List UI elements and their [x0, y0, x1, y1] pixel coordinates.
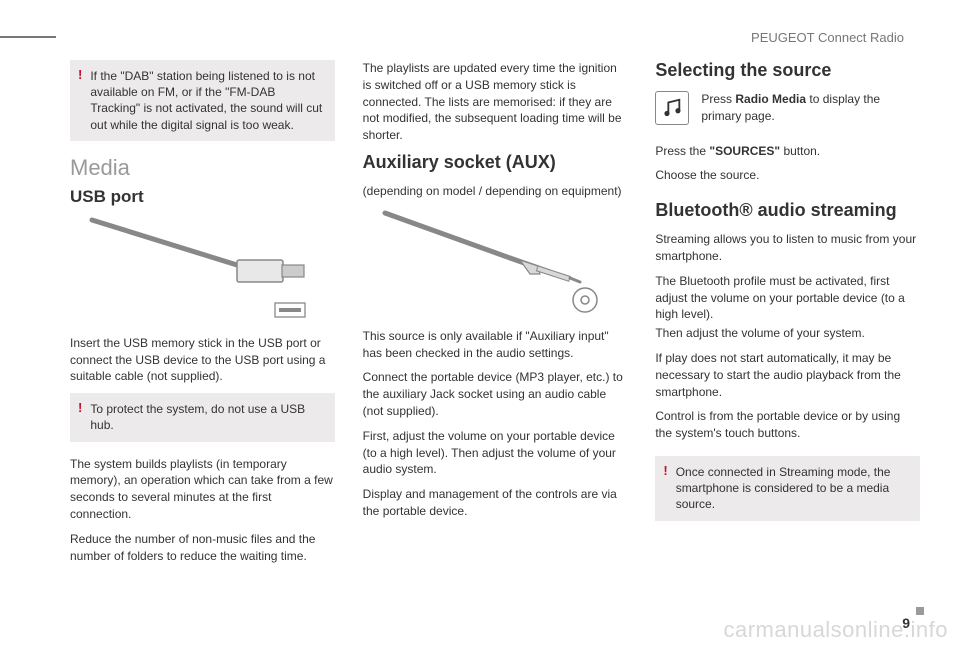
music-note-icon	[655, 91, 689, 125]
columns: ! If the "DAB" station being listened to…	[40, 60, 920, 572]
section-media: Media	[70, 155, 335, 181]
title-selecting-source: Selecting the source	[655, 60, 920, 81]
radio-media-row: Press Radio Media to display the primary…	[655, 91, 920, 133]
column-1: ! If the "DAB" station being listened to…	[40, 60, 335, 572]
sources-pre: Press the	[655, 144, 709, 158]
usb-paragraph-3: Reduce the number of non-music files and…	[70, 531, 335, 565]
warning-icon: !	[663, 464, 667, 513]
header-product-name: PEUGEOT Connect Radio	[751, 30, 904, 45]
aux-subtitle: (depending on model / depending on equip…	[363, 183, 628, 200]
radio-media-text: Press Radio Media to display the primary…	[701, 91, 920, 125]
warning-icon: !	[78, 401, 82, 433]
warning-icon: !	[78, 68, 82, 133]
callout-streaming-text: Once connected in Streaming mode, the sm…	[676, 464, 910, 513]
aux-paragraph-3: First, adjust the volume on your portabl…	[363, 428, 628, 478]
aux-paragraph-2: Connect the portable device (MP3 player,…	[363, 369, 628, 419]
title-aux: Auxiliary socket (AUX)	[363, 152, 628, 173]
callout-dab: ! If the "DAB" station being listened to…	[70, 60, 335, 141]
usb-paragraph-2: The system builds playlists (in temporar…	[70, 456, 335, 523]
bt-paragraph-2b: Then adjust the volume of your system.	[655, 325, 920, 342]
playlist-paragraph: The playlists are updated every time the…	[363, 60, 628, 144]
bt-paragraph-4: Control is from the portable device or b…	[655, 408, 920, 442]
watermark: carmanualsonline.info	[723, 617, 948, 643]
bt-paragraph-2: The Bluetooth profile must be activated,…	[655, 273, 920, 323]
column-3: Selecting the source Press Radio Media t…	[655, 60, 920, 572]
top-rule	[0, 36, 56, 38]
callout-usb-hub: ! To protect the system, do not use a US…	[70, 393, 335, 441]
aux-paragraph-4: Display and management of the controls a…	[363, 486, 628, 520]
radio-media-bold: Radio Media	[735, 92, 806, 106]
title-bluetooth: Bluetooth® audio streaming	[655, 200, 920, 221]
usb-paragraph-1: Insert the USB memory stick in the USB p…	[70, 335, 335, 385]
callout-streaming: ! Once connected in Streaming mode, the …	[655, 456, 920, 521]
aux-paragraph-1: This source is only available if "Auxili…	[363, 328, 628, 362]
aux-illustration	[380, 208, 610, 318]
bt-paragraph-1: Streaming allows you to listen to music …	[655, 231, 920, 265]
callout-usb-hub-text: To protect the system, do not use a USB …	[90, 401, 324, 433]
figure-usb	[70, 215, 335, 325]
column-2: The playlists are updated every time the…	[363, 60, 628, 572]
bt-paragraph-3: If play does not start automatically, it…	[655, 350, 920, 400]
sources-post: button.	[780, 144, 820, 158]
callout-dab-text: If the "DAB" station being listened to i…	[90, 68, 324, 133]
usb-illustration	[87, 215, 317, 325]
page: PEUGEOT Connect Radio ! If the "DAB" sta…	[0, 0, 960, 649]
figure-aux	[363, 208, 628, 318]
choose-source: Choose the source.	[655, 167, 920, 184]
radio-media-pre: Press	[701, 92, 735, 106]
sources-text: Press the "SOURCES" button.	[655, 143, 920, 160]
subhead-usb-port: USB port	[70, 187, 335, 207]
sources-bold: "SOURCES"	[709, 144, 780, 158]
page-marker	[916, 607, 924, 615]
